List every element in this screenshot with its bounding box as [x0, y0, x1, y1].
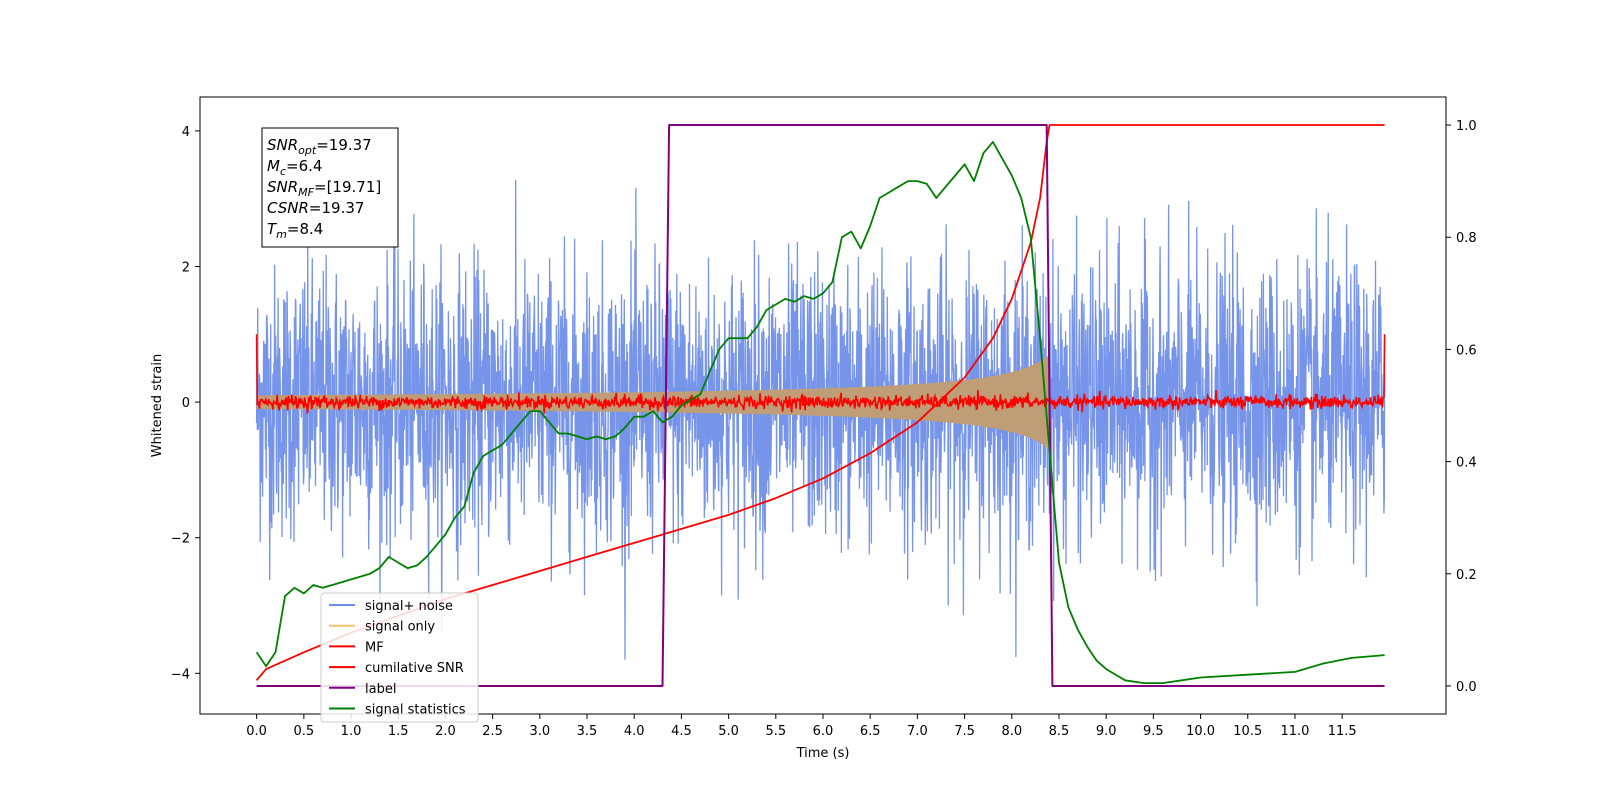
annotation-line: Tm=8.4	[267, 220, 323, 241]
y-tick-label: 4	[182, 125, 190, 140]
x-tick-label: 5.0	[718, 724, 739, 739]
x-tick-label: 11.0	[1280, 724, 1309, 739]
x-tick-label: 10.0	[1186, 724, 1215, 739]
y2-tick-label: 0.0	[1456, 680, 1477, 695]
x-tick-label: 4.5	[671, 724, 692, 739]
x-tick-label: 7.0	[907, 724, 928, 739]
y2-tick-label: 0.8	[1456, 231, 1477, 246]
legend-label: signal only	[365, 620, 435, 635]
y2-tick-label: 0.4	[1456, 456, 1477, 471]
x-tick-label: 10.5	[1233, 724, 1262, 739]
legend: signal+ noise signal only MF cumilative SNR…	[320, 592, 479, 723]
x-tick-label: 0.5	[293, 724, 314, 739]
x-tick-label: 3.5	[577, 724, 598, 739]
annotation-line: Mc=6.4	[267, 157, 322, 178]
x-tick-label: 6.0	[813, 724, 834, 739]
y-tick-label: −2	[171, 532, 190, 547]
x-tick-label: 1.5	[388, 724, 409, 739]
y2-tick-label: 0.6	[1456, 343, 1477, 358]
legend-label: cumilative SNR	[365, 661, 464, 676]
x-tick-label: 4.0	[624, 724, 645, 739]
x-tick-label: 1.0	[341, 724, 362, 739]
x-tick-label: 3.0	[529, 724, 550, 739]
legend-frame	[320, 592, 479, 723]
legend-label: signal+ noise	[365, 599, 453, 614]
legend-label: signal statistics	[365, 703, 466, 718]
y2-tick-label: 1.0	[1456, 119, 1477, 134]
legend-label: MF	[365, 640, 384, 655]
y-axis-title: Whitened strain	[150, 354, 165, 457]
y-tick-label: −4	[171, 667, 190, 682]
x-tick-label: 8.5	[1049, 724, 1070, 739]
x-tick-label: 6.5	[860, 724, 881, 739]
mf-line	[255, 334, 1386, 414]
label-line	[256, 124, 1385, 687]
x-tick-label: 11.5	[1328, 724, 1357, 739]
annotation-box: SNRopt=19.37Mc=6.4SNRMF=[19.71]CSNR=19.3…	[261, 127, 399, 248]
y2-tick-label: 0.2	[1456, 568, 1477, 583]
annotation-line: SNRopt=19.37	[267, 136, 372, 157]
x-tick-label: 0.0	[246, 724, 267, 739]
x-tick-label: 9.5	[1143, 724, 1164, 739]
signal-statistics-line	[255, 141, 1385, 684]
x-tick-label: 7.5	[954, 724, 975, 739]
x-tick-label: 9.0	[1096, 724, 1117, 739]
annotation-line: CSNR=19.37	[267, 199, 364, 217]
annotation-line: SNRMF=[19.71]	[267, 178, 381, 199]
y-tick-label: 2	[182, 261, 190, 276]
legend-label: label	[365, 682, 396, 697]
axes: 0.0 0.5 1.0 1.5 2.0 2.5 3.0 3.5 4.0 4.5 5.0 5.5 6.0 6…	[150, 96, 1477, 761]
x-tick-label: 5.5	[765, 724, 786, 739]
signal-noise-line	[255, 180, 1386, 660]
annotation-box-frame	[261, 127, 399, 248]
x-axis-title: Time (s)	[796, 746, 850, 761]
x-tick-label: 2.5	[482, 724, 503, 739]
y-tick-label: 0	[182, 396, 190, 411]
x-tick-label: 2.0	[435, 724, 456, 739]
x-tick-label: 8.0	[1001, 724, 1022, 739]
